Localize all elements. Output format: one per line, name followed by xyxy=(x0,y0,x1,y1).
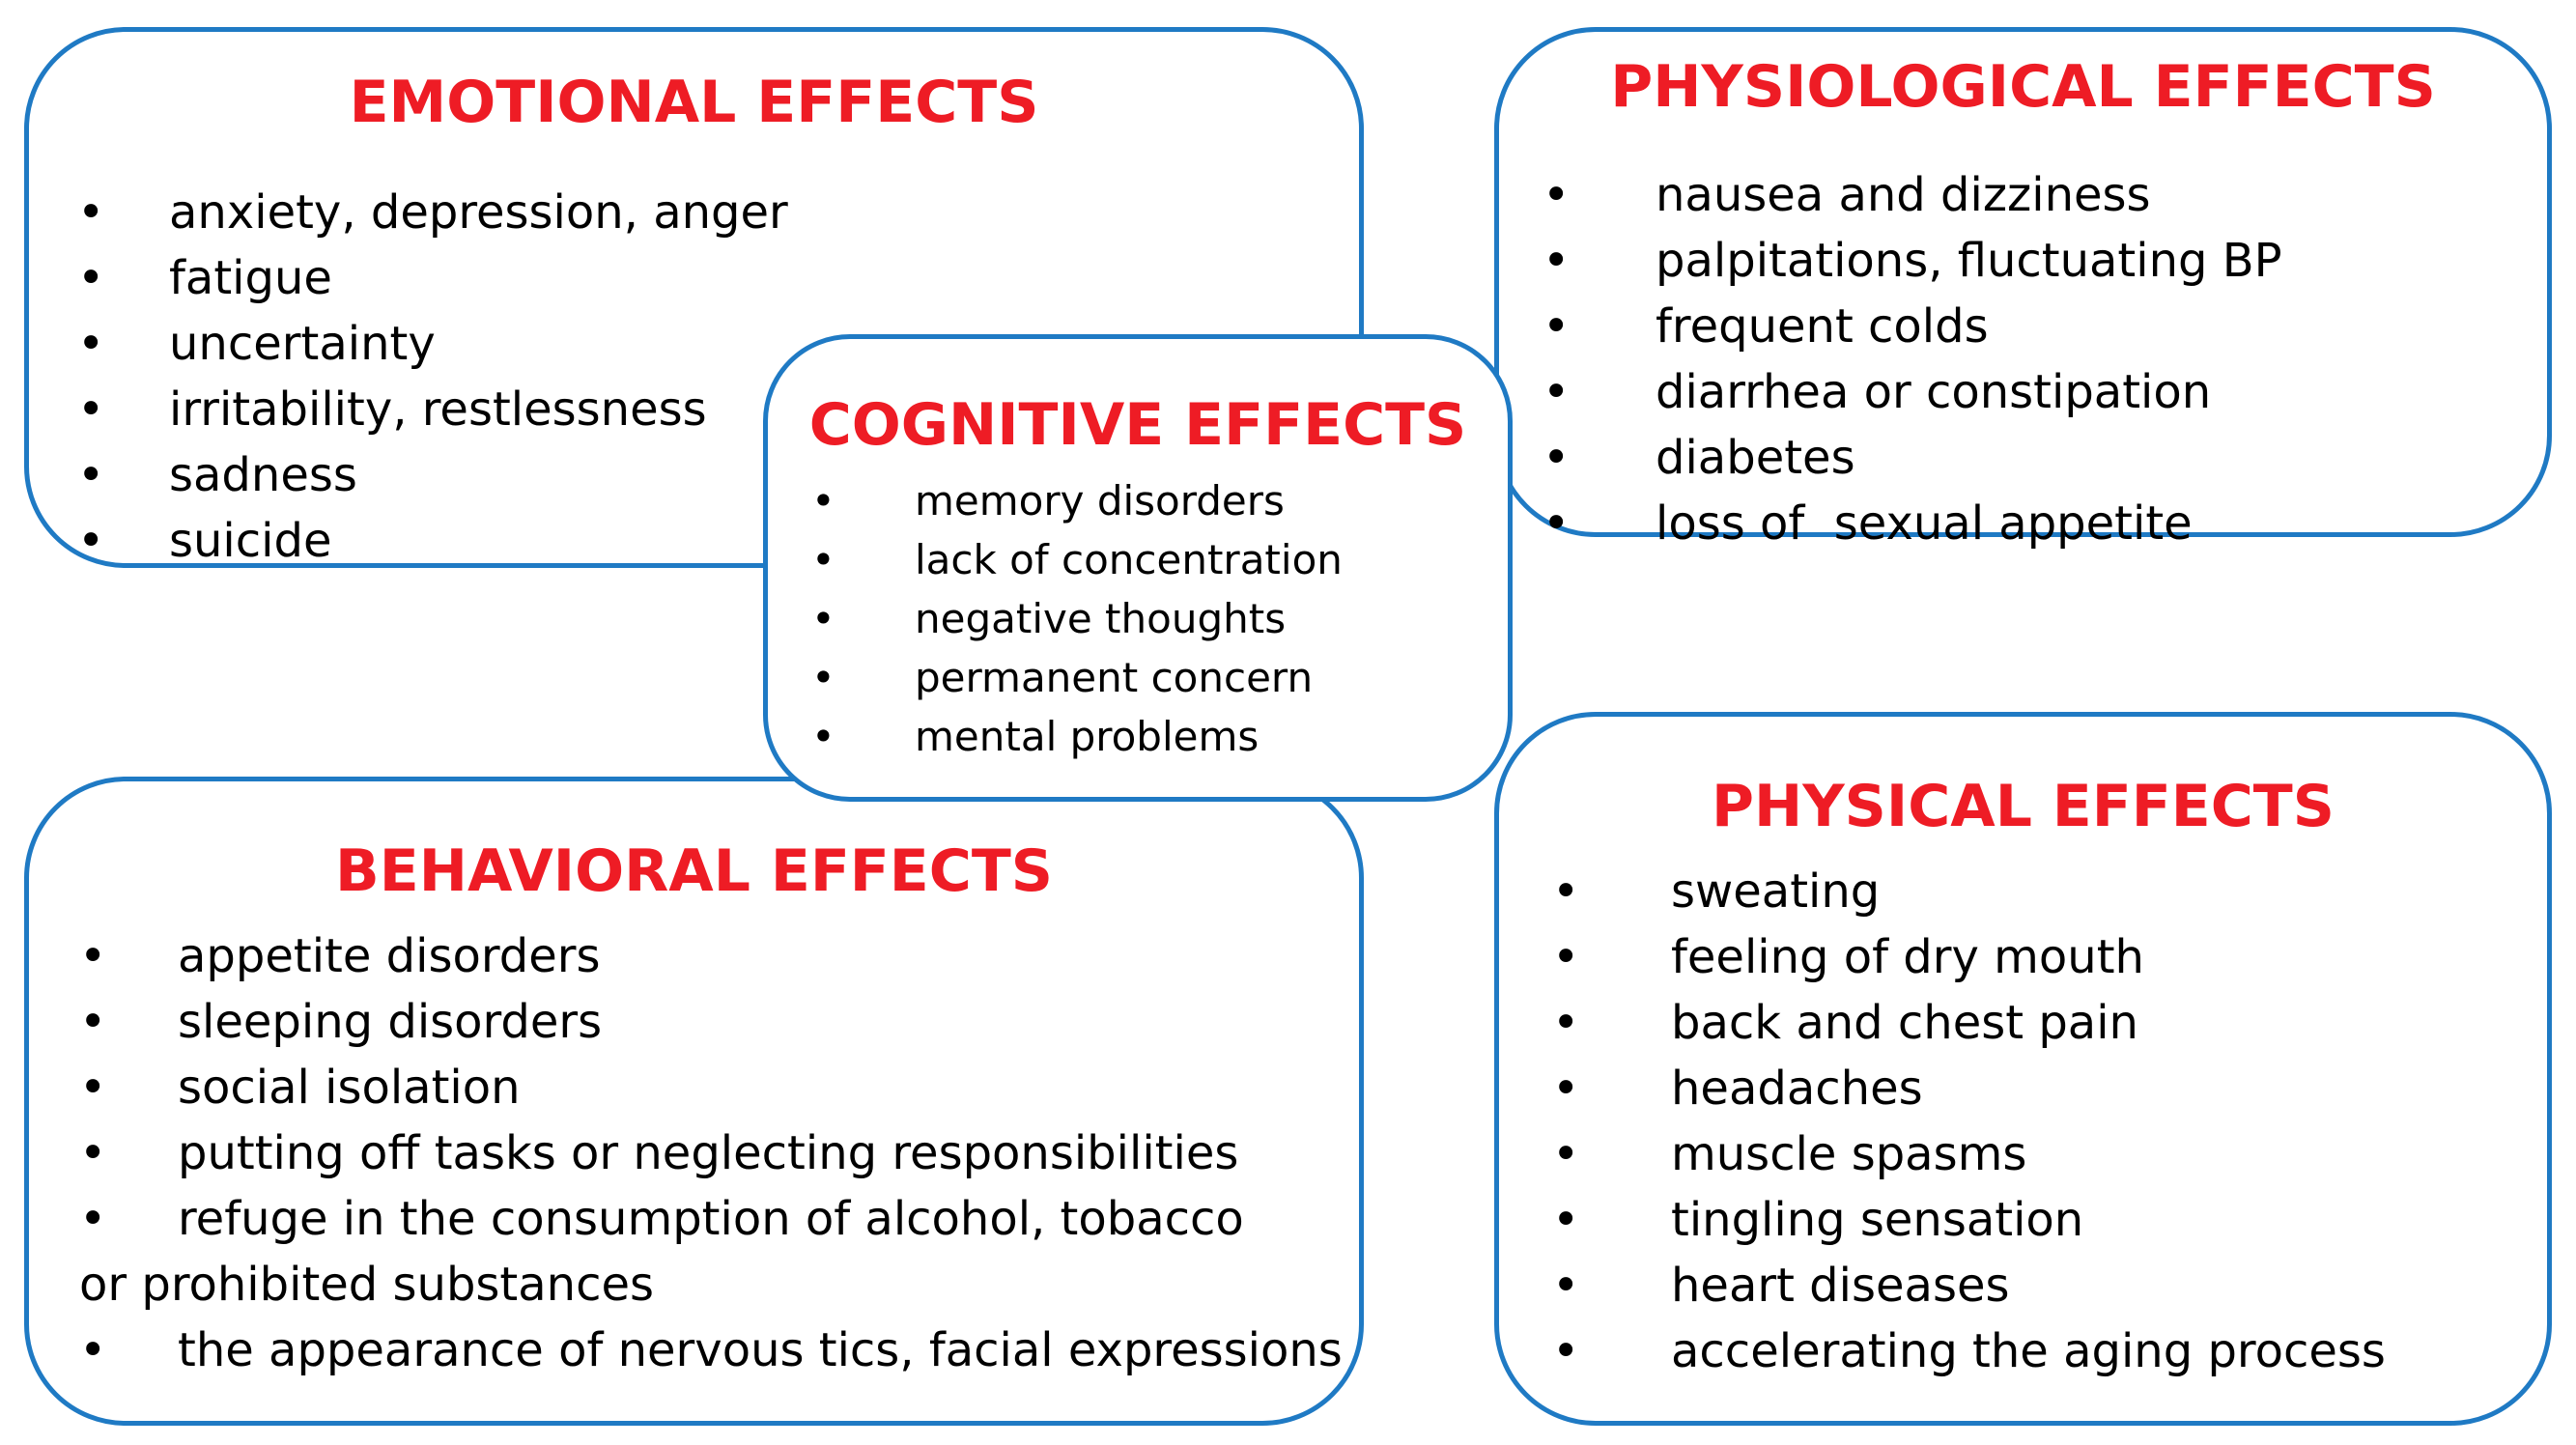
cognitive-effects-title: COGNITIVE EFFECTS xyxy=(808,391,1467,459)
bullet-icon: • xyxy=(1543,365,1571,419)
emotional-effects-box: EMOTIONAL EFFECTS • anxiety, depression, … xyxy=(24,27,1364,568)
bullet-icon: • xyxy=(77,251,105,305)
bullet-icon: • xyxy=(811,595,835,642)
physical-effects-title: PHYSICAL EFFECTS xyxy=(1712,773,2335,840)
bullet-icon: • xyxy=(1543,299,1571,354)
bullet-icon: • xyxy=(1543,168,1571,222)
bullet-icon: • xyxy=(79,995,107,1049)
bullet-icon: • xyxy=(1552,864,1580,919)
bullet-icon: • xyxy=(811,536,835,583)
behavioral-effects-box: BEHAVIORAL EFFECTS • appetite disorders •… xyxy=(24,777,1364,1426)
bullet-icon: • xyxy=(79,1192,107,1246)
bullet-icon: • xyxy=(79,1323,107,1377)
bullet-icon: • xyxy=(1543,234,1571,288)
bullet-icon: • xyxy=(77,382,105,437)
bullet-icon: • xyxy=(1552,996,1580,1050)
bullet-icon: • xyxy=(811,477,835,524)
physiological-effects-box: PHYSIOLOGICAL EFFECTS • nausea and dizzin… xyxy=(1494,27,2552,551)
bullet-icon: • xyxy=(811,654,835,701)
bullet-icon: • xyxy=(79,1061,107,1115)
bullet-icon: • xyxy=(79,1126,107,1180)
bullet-icon: • xyxy=(77,317,105,371)
behavioral-effects-title: BEHAVIORAL EFFECTS xyxy=(335,837,1053,905)
bullet-icon: • xyxy=(1552,1193,1580,1247)
bullet-icon: • xyxy=(1552,1127,1580,1181)
bullet-icon: • xyxy=(811,713,835,760)
bullet-icon: • xyxy=(77,185,105,240)
bullet-icon: • xyxy=(1552,1259,1580,1313)
physical-effects-box: PHYSICAL EFFECTS • sweating • feeling of d… xyxy=(1494,712,2552,1426)
emotional-effects-title: EMOTIONAL EFFECTS xyxy=(349,69,1039,136)
bullet-icon: • xyxy=(1552,1324,1580,1378)
bullet-icon: • xyxy=(77,514,105,568)
cognitive-effects-box: COGNITIVE EFFECTS • memory disorders • lac… xyxy=(763,334,1513,802)
bullet-icon: • xyxy=(79,929,107,983)
bullet-icon: • xyxy=(1543,496,1571,551)
physiological-effects-title: PHYSIOLOGICAL EFFECTS xyxy=(1610,53,2436,121)
bullet-icon: • xyxy=(1552,1062,1580,1116)
bullet-icon: • xyxy=(1543,431,1571,485)
bullet-icon: • xyxy=(77,448,105,502)
bullet-icon: • xyxy=(1552,930,1580,984)
